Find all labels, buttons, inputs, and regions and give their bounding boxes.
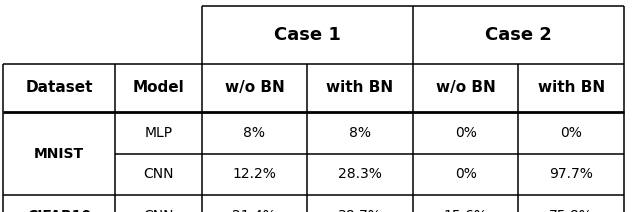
Text: 0%: 0%	[560, 126, 582, 140]
Text: Case 2: Case 2	[485, 26, 552, 44]
Text: 28.3%: 28.3%	[338, 167, 382, 181]
Text: MLP: MLP	[145, 126, 172, 140]
Text: 8%: 8%	[243, 126, 266, 140]
Text: 0%: 0%	[454, 126, 477, 140]
Text: CNN: CNN	[143, 209, 173, 212]
Text: 15.6%: 15.6%	[444, 209, 488, 212]
Text: MNIST: MNIST	[34, 147, 84, 161]
Text: CNN: CNN	[143, 167, 173, 181]
Text: Dataset: Dataset	[26, 81, 93, 95]
Text: 38.7%: 38.7%	[338, 209, 382, 212]
Text: with BN: with BN	[538, 81, 605, 95]
Text: w/o BN: w/o BN	[225, 81, 284, 95]
Text: Case 1: Case 1	[274, 26, 340, 44]
Text: Model: Model	[132, 81, 184, 95]
Text: w/o BN: w/o BN	[436, 81, 495, 95]
Text: CIFAR10: CIFAR10	[27, 209, 92, 212]
Text: 21.4%: 21.4%	[232, 209, 276, 212]
Text: 75.8%: 75.8%	[549, 209, 593, 212]
Text: 0%: 0%	[454, 167, 477, 181]
Text: 12.2%: 12.2%	[232, 167, 276, 181]
Text: 8%: 8%	[349, 126, 371, 140]
Text: 97.7%: 97.7%	[549, 167, 593, 181]
Text: with BN: with BN	[326, 81, 394, 95]
